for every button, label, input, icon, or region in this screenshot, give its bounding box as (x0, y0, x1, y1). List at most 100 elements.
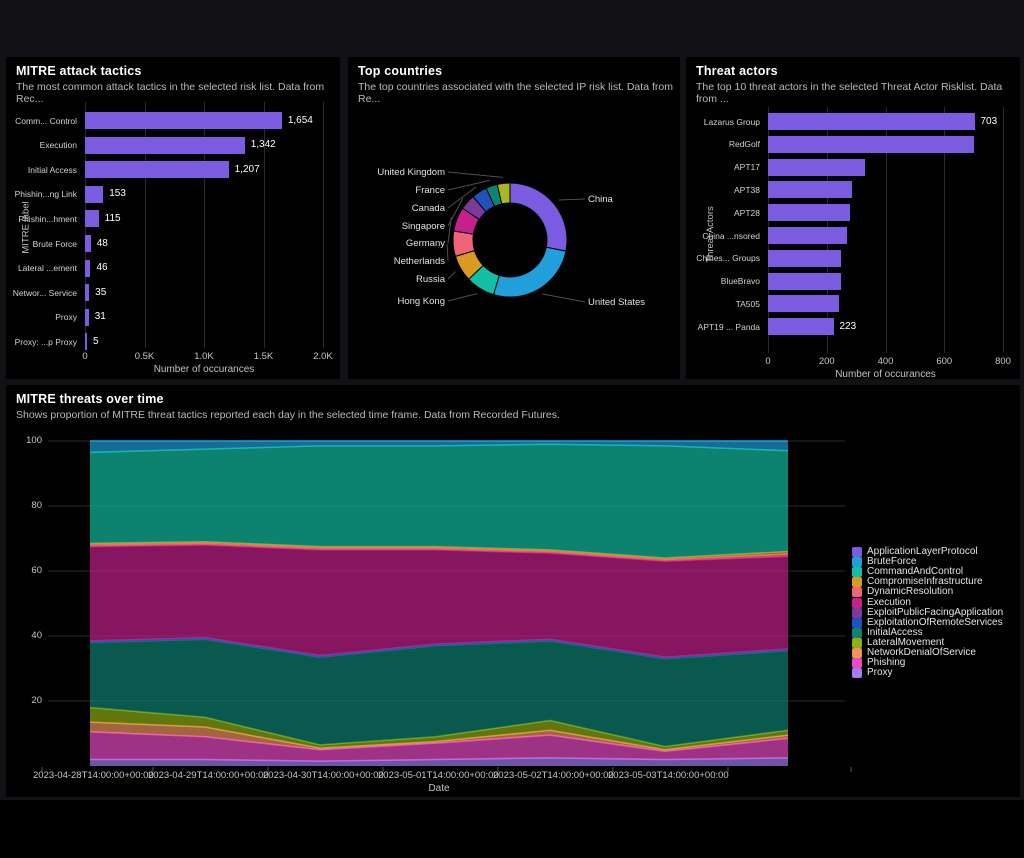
bar-value-label: 223 (839, 320, 857, 332)
legend-item-BruteForce[interactable]: BruteForce (852, 557, 1003, 568)
legend-item-InitialAccess[interactable]: InitialAccess (852, 626, 1003, 638)
donut-label: China (588, 194, 613, 205)
bar (85, 308, 89, 326)
panel-subtitle: The most common attack tactics in the se… (16, 81, 325, 105)
bar (768, 204, 851, 222)
bar (768, 158, 865, 176)
legend-swatch (852, 647, 862, 658)
legend-label: LateralMovement (867, 636, 945, 648)
legend-item-CommandAndControl[interactable]: CommandAndControl (852, 566, 1003, 578)
legend-item-DynamicResolution[interactable]: DynamicResolution (852, 587, 1003, 598)
legend-item-ApplicationLayerProtocol[interactable]: ApplicationLayerProtocol (852, 546, 1003, 558)
y-tick-label: 40 (31, 630, 42, 641)
panel-top-countries: Top countries The top countries associat… (348, 57, 680, 379)
legend-item-NetworkDenialOfService[interactable]: NetworkDenialOfService (852, 647, 1003, 658)
area-band-Phishing (90, 731, 788, 762)
legend-swatch (852, 597, 862, 608)
legend-swatch (852, 557, 862, 568)
bar-category-label: Initial Access (27, 164, 77, 175)
bar-category-label: Phishin...ng Link (14, 189, 77, 200)
donut-label: Russia (415, 274, 445, 285)
area-band-LateralMovement (90, 707, 788, 750)
area-band-Execution (90, 545, 788, 658)
donut-label: Germany (405, 238, 445, 249)
bar (768, 135, 974, 153)
gridline-vertical (885, 107, 887, 353)
legend-swatch (852, 627, 862, 638)
bar-value-label: 35 (95, 286, 107, 298)
bar-category-label: TA505 (735, 298, 760, 309)
leader-line (447, 179, 490, 191)
panel-title: Threat actors (696, 64, 778, 78)
leader-line (558, 198, 586, 201)
legend-item-Execution[interactable]: Execution (852, 597, 1003, 608)
leader-line (447, 197, 464, 227)
panel-subtitle: The top countries associated with the se… (358, 81, 673, 105)
x-axis-title: Number of occurances (153, 364, 255, 375)
legend-label: ApplicationLayerProtocol (867, 546, 978, 558)
legend-item-CompromiseInfrastructure[interactable]: CompromiseInfrastructure (852, 576, 1003, 588)
donut-label: Canada (411, 203, 445, 214)
bar-category-label: APT28 (734, 207, 760, 218)
bar-category-label: Proxy (55, 312, 77, 323)
donut-svg (446, 171, 586, 303)
bar (85, 161, 229, 179)
legend-item-ExploitationOfRemoteServices[interactable]: ExploitationOfRemoteServices (852, 616, 1003, 628)
x-tick-label: 0 (765, 356, 771, 367)
donut-slice (492, 246, 567, 298)
bar (768, 227, 848, 244)
gridline-vertical (944, 107, 946, 353)
x-tick-label: 800 (995, 356, 1011, 367)
bar (768, 295, 839, 313)
donut-label: Netherlands (393, 256, 445, 267)
panel-threat-actors: Threat actors The top 10 threat actors i… (686, 57, 1020, 380)
x-tick-label: 0.5K (134, 351, 155, 362)
y-tick-label: 60 (31, 565, 42, 576)
panel-title: Top countries (358, 64, 443, 78)
bar (85, 235, 91, 252)
legend-item-LateralMovement[interactable]: LateralMovement (852, 636, 1003, 648)
legend-item-Proxy[interactable]: Proxy (852, 668, 1003, 679)
legend-label: InitialAccess (867, 626, 923, 638)
x-tick-label: 2023-04-28T14:00:00+00:00 (33, 770, 154, 781)
legend-label: Phishing (867, 657, 906, 669)
donut-slice (509, 182, 568, 252)
panel-subtitle: Shows proportion of MITRE threat tactics… (16, 409, 560, 421)
x-tick-label: 2023-04-29T14:00:00+00:00 (148, 770, 269, 781)
leader-line (447, 271, 456, 280)
x-tick-label: 2023-05-02T14:00:00+00:00 (493, 770, 614, 781)
legend-label: ExploitPublicFacingApplication (867, 606, 1004, 618)
x-tick-label: 0 (82, 351, 88, 362)
legend-label: CommandAndControl (867, 566, 964, 578)
bar-value-label: 1,654 (287, 114, 313, 126)
legend-item-ExploitPublicFacingApplication[interactable]: ExploitPublicFacingApplication (852, 606, 1004, 618)
legend-label: ExploitationOfRemoteServices (867, 616, 1003, 628)
gridline-vertical (323, 102, 324, 348)
legend-item-Phishing[interactable]: Phishing (852, 657, 1003, 669)
bar-category-label: Lazarus Group (703, 116, 760, 127)
y-tick-label: 80 (31, 500, 42, 511)
bar-category-label: Networ... Service (12, 287, 77, 298)
bar-value-label: 1,342 (250, 139, 276, 151)
area-band-InitialAccess (90, 639, 788, 747)
y-axis-title: MITRE label (20, 201, 32, 254)
bar-category-label: Chines... Groups (696, 253, 760, 264)
legend-swatch (852, 658, 862, 669)
y-axis-title: Threat Actors (704, 206, 716, 263)
bar (768, 249, 842, 267)
x-axis-title: Number of occurances (835, 369, 936, 380)
x-tick-label: 2023-05-03T14:00:00+00:00 (608, 770, 729, 781)
bar (768, 113, 975, 130)
leader-line (447, 186, 477, 209)
gridline-vertical (204, 102, 205, 348)
bar-category-label: Phishin...hment (18, 213, 77, 224)
bar-value-label: 115 (104, 212, 121, 224)
bar (85, 284, 90, 302)
legend-swatch (852, 547, 862, 558)
bar-value-label: 31 (94, 311, 106, 323)
bar (85, 136, 245, 154)
legend: ApplicationLayerProtocol BruteForce Comman… (852, 546, 1004, 679)
area-band-Proxy (90, 757, 788, 766)
legend-label: CompromiseInfrastructure (867, 576, 983, 588)
